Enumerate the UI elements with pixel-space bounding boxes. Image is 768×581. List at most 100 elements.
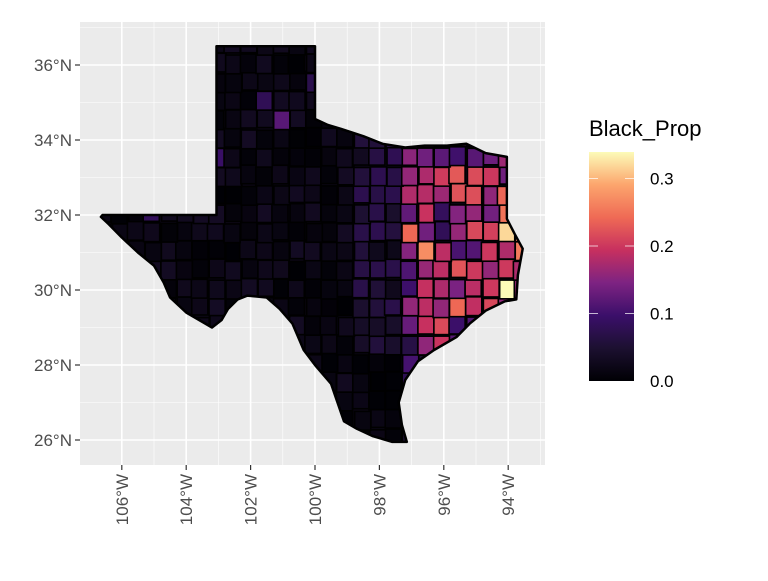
- county: [448, 164, 466, 185]
- county: [304, 333, 322, 355]
- x-tick-label: 106°W: [113, 474, 132, 525]
- county: [336, 353, 355, 374]
- county: [400, 335, 419, 356]
- county: [448, 146, 467, 167]
- county: [433, 315, 451, 336]
- county: [416, 278, 435, 299]
- county: [384, 315, 403, 336]
- county: [191, 239, 210, 261]
- legend-title: Black_Prop: [589, 116, 702, 141]
- county: [368, 145, 386, 166]
- x-tick-label: 94°W: [499, 474, 518, 516]
- county: [320, 202, 339, 223]
- county: [401, 145, 420, 167]
- county: [208, 279, 226, 300]
- county: [400, 315, 419, 336]
- county: [417, 258, 436, 280]
- county: [239, 46, 258, 54]
- county: [433, 166, 451, 187]
- county: [482, 277, 500, 298]
- county: [400, 165, 419, 187]
- county: [289, 108, 308, 129]
- county: [449, 221, 468, 242]
- county: [288, 46, 306, 56]
- county: [287, 221, 306, 242]
- y-tick-label: 30°N: [34, 281, 72, 300]
- legend: Black_Prop 0.0 0.1 0.2 0.3: [589, 116, 702, 391]
- county: [304, 165, 322, 187]
- county: [352, 372, 370, 394]
- county: [320, 185, 339, 206]
- county: [448, 297, 467, 318]
- county: [256, 223, 275, 244]
- county: [256, 202, 274, 224]
- county: [238, 239, 257, 260]
- county: [480, 241, 499, 263]
- county: [224, 260, 242, 282]
- legend-tick-label: 0.1: [650, 305, 674, 324]
- county: [369, 258, 388, 279]
- county: [208, 239, 226, 260]
- county: [384, 184, 402, 205]
- county: [401, 296, 420, 317]
- county: [287, 295, 306, 317]
- county: [304, 147, 322, 168]
- county: [288, 182, 307, 204]
- county: [466, 220, 484, 241]
- county: [305, 296, 324, 317]
- county: [224, 54, 243, 75]
- county: [272, 46, 291, 55]
- y-tick-label: 26°N: [34, 431, 72, 450]
- x-tick-label: 96°W: [435, 474, 454, 516]
- county: [401, 223, 419, 244]
- county: [320, 164, 338, 185]
- county: [257, 276, 276, 298]
- colorbar: [589, 152, 634, 381]
- county: [335, 147, 354, 169]
- x-axis: 106°W 104°W 102°W 100°W 98°W 96°W 94°W: [113, 465, 518, 525]
- county: [272, 240, 291, 262]
- county: [271, 220, 290, 241]
- county: [399, 260, 418, 281]
- county: [498, 239, 516, 260]
- county: [303, 182, 322, 204]
- county: [305, 222, 324, 244]
- county: [418, 164, 436, 185]
- county: [368, 297, 387, 319]
- county: [465, 260, 484, 281]
- legend-tick-label: 0.2: [650, 237, 674, 256]
- county: [433, 147, 452, 168]
- county: [353, 410, 372, 431]
- county: [417, 240, 435, 262]
- county: [255, 90, 274, 111]
- county: [304, 278, 322, 299]
- county: [288, 90, 306, 112]
- county: [255, 147, 274, 168]
- county: [224, 201, 243, 223]
- county: [369, 183, 388, 205]
- county: [417, 202, 436, 224]
- county: [353, 166, 371, 188]
- county: [240, 185, 259, 207]
- county: [224, 109, 243, 130]
- county: [369, 371, 388, 392]
- county: [335, 372, 354, 393]
- county: [305, 127, 324, 148]
- county: [353, 333, 371, 354]
- county: [190, 221, 209, 242]
- county: [321, 221, 340, 243]
- county: [433, 201, 451, 222]
- county: [224, 90, 242, 111]
- county: [174, 240, 193, 261]
- county: [225, 279, 243, 300]
- county: [160, 260, 178, 281]
- county: [464, 296, 483, 317]
- legend-tick-label: 0.0: [650, 372, 674, 391]
- y-axis: 26°N 28°N 30°N 32°N 34°N 36°N: [34, 56, 80, 450]
- county: [352, 222, 371, 243]
- county: [385, 202, 403, 224]
- county: [320, 279, 339, 300]
- y-tick-label: 36°N: [34, 56, 72, 75]
- county: [208, 258, 227, 279]
- county: [256, 71, 275, 92]
